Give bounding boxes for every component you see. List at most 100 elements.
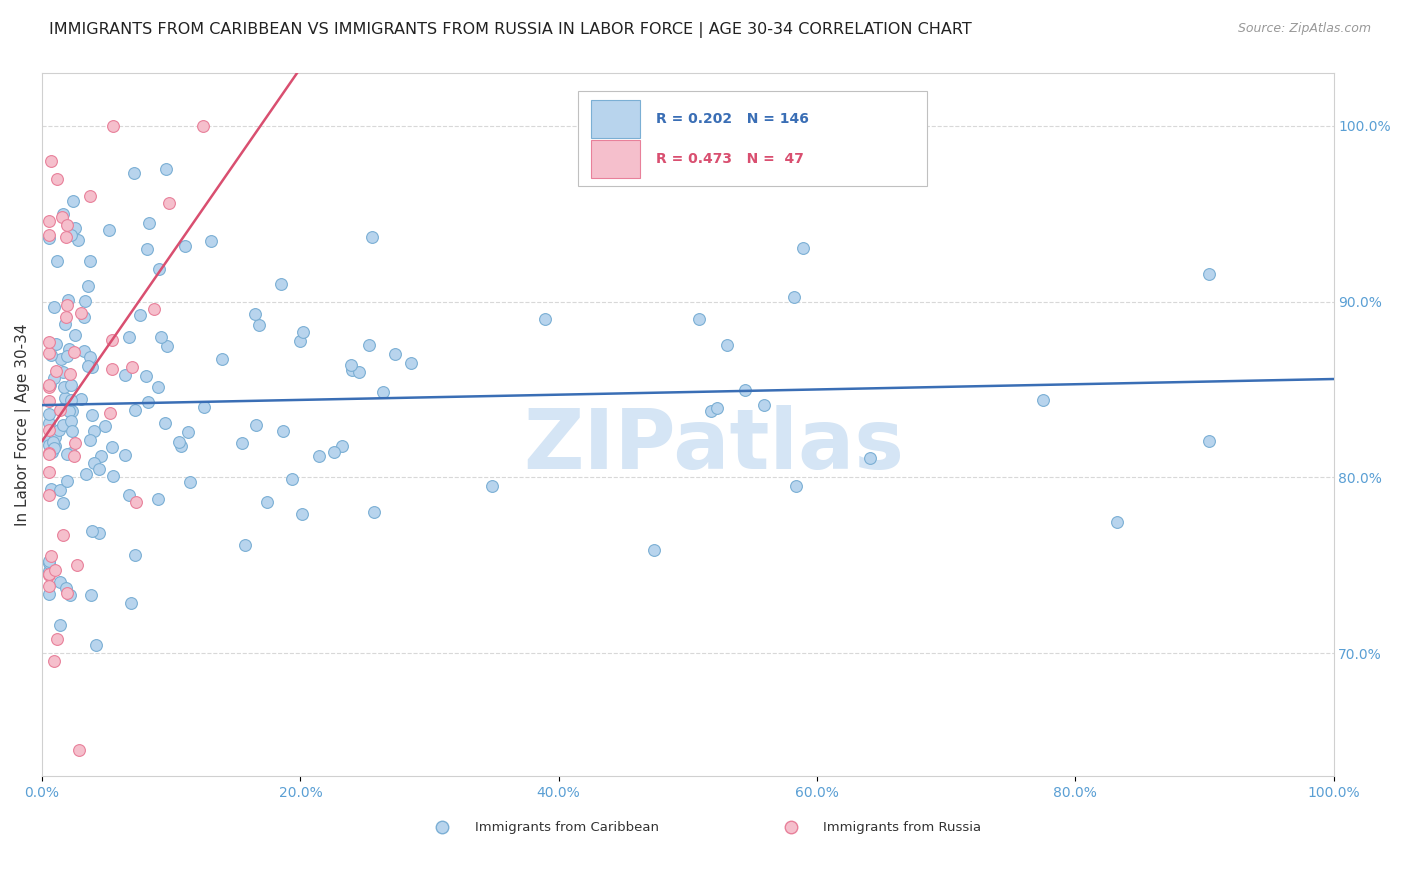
Point [55,447,77,461]
Point [66,233,89,247]
Point [44,300,66,314]
Point [38,438,60,452]
Point [44,441,66,455]
Point [783,290,806,304]
Y-axis label: In Labor Force | Age 30-34: In Labor Force | Age 30-34 [15,324,31,526]
Point [118,488,141,502]
Point [643,543,665,558]
Point [211,352,233,367]
Point [323,445,346,459]
Point [98,223,121,237]
Text: IMMIGRANTS FROM CARIBBEAN VS IMMIGRANTS FROM RUSSIA IN LABOR FORCE | AGE 30-34 C: IMMIGRANTS FROM CARIBBEAN VS IMMIGRANTS … [49,22,972,38]
Point [63,327,86,342]
Point [173,239,195,253]
Point [84,638,107,652]
Point [360,230,382,244]
Point [1198,434,1220,449]
Point [1032,393,1054,408]
Point [59,446,82,460]
Point [716,338,738,352]
Point [89,462,111,476]
Point [55,298,77,312]
Point [49,618,72,632]
Point [481,479,503,493]
Point [38,423,60,437]
Point [55,230,77,244]
Point [688,312,710,326]
Point [42,371,65,385]
Point [148,380,170,394]
Point [56,219,79,233]
Point [38,416,60,430]
Point [136,242,159,256]
Point [200,234,222,248]
Point [177,425,200,439]
Point [38,377,60,392]
Point [38,564,60,578]
Point [52,527,75,541]
Point [56,349,79,363]
Point [118,329,141,343]
Text: Immigrants from Russia: Immigrants from Russia [824,821,981,834]
Point [146,491,169,506]
Point [1107,516,1129,530]
Point [51,210,73,224]
Point [49,483,72,497]
Point [121,360,143,375]
Point [59,228,82,243]
Point [83,424,105,438]
Point [94,418,117,433]
Point [233,538,256,552]
Point [157,196,180,211]
Point [38,407,60,421]
Text: ZIPatlas: ZIPatlas [523,405,904,486]
Point [90,450,112,464]
Point [534,312,557,326]
FancyBboxPatch shape [578,91,927,186]
Point [59,377,82,392]
Point [48,424,70,438]
Point [291,326,314,340]
Point [38,587,60,601]
Point [308,450,330,464]
Point [38,446,60,460]
Point [101,362,124,376]
Point [231,436,253,450]
Point [79,433,101,447]
Point [70,306,93,320]
Point [256,495,278,509]
Point [193,400,215,414]
Point [245,307,267,321]
Point [38,447,60,461]
Point [271,424,294,438]
Point [339,358,361,372]
Point [79,189,101,203]
Point [62,194,84,208]
Point [38,228,60,243]
Point [155,162,177,177]
Point [100,406,122,420]
Point [60,403,83,417]
Point [135,369,157,384]
Point [38,214,60,228]
Point [45,171,67,186]
Point [52,496,75,510]
Point [270,277,292,291]
Point [359,337,381,351]
Point [706,401,728,416]
Point [38,579,60,593]
Point [39,549,62,564]
Point [56,474,79,488]
Point [101,119,124,133]
Text: R = 0.473   N =  47: R = 0.473 N = 47 [655,152,803,166]
Point [38,394,60,409]
Point [734,383,756,397]
Point [170,439,193,453]
Point [58,342,80,356]
Point [52,207,75,221]
Point [49,352,72,367]
Point [75,467,97,482]
Point [53,401,76,415]
Point [80,524,103,538]
Point [124,403,146,417]
